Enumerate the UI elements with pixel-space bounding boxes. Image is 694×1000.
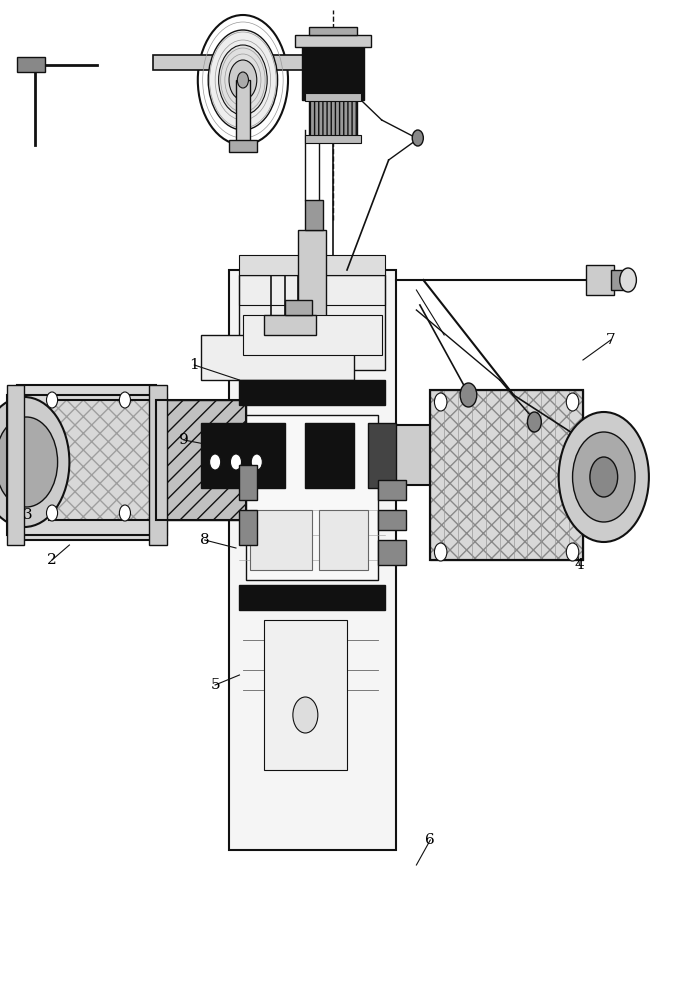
Circle shape: [590, 457, 618, 497]
Circle shape: [527, 412, 541, 432]
Bar: [264, 620, 347, 770]
Bar: [7, 385, 24, 545]
Bar: [298, 230, 326, 320]
Bar: [149, 385, 167, 545]
Bar: [49, 400, 160, 520]
Bar: [430, 390, 583, 560]
Circle shape: [210, 454, 221, 470]
Bar: [305, 135, 361, 143]
Bar: [430, 390, 583, 560]
Text: 3: 3: [23, 508, 33, 522]
Circle shape: [566, 543, 579, 561]
Bar: [239, 380, 385, 405]
Bar: [295, 35, 371, 47]
Bar: [236, 80, 250, 145]
Bar: [586, 265, 614, 295]
Circle shape: [229, 60, 257, 100]
Text: 5: 5: [210, 678, 220, 692]
Bar: [239, 465, 257, 500]
Bar: [239, 270, 385, 305]
Bar: [319, 510, 368, 570]
Circle shape: [219, 45, 267, 115]
Bar: [156, 400, 246, 520]
Circle shape: [208, 30, 278, 130]
Bar: [302, 45, 364, 100]
Bar: [17, 385, 156, 540]
Bar: [49, 400, 160, 520]
Text: 8: 8: [200, 533, 210, 547]
Bar: [368, 423, 396, 488]
Bar: [239, 585, 385, 610]
Bar: [378, 510, 406, 530]
Bar: [243, 315, 382, 355]
Bar: [430, 390, 583, 560]
Bar: [156, 400, 246, 520]
Circle shape: [620, 268, 636, 292]
Bar: [250, 510, 312, 570]
Bar: [201, 335, 354, 380]
Circle shape: [460, 383, 477, 407]
Bar: [7, 395, 167, 535]
Circle shape: [198, 15, 288, 145]
Circle shape: [119, 392, 130, 408]
Circle shape: [293, 697, 318, 733]
Circle shape: [559, 412, 649, 542]
Circle shape: [434, 543, 447, 561]
Bar: [239, 255, 385, 275]
Bar: [201, 423, 285, 488]
Bar: [378, 540, 406, 565]
Bar: [378, 480, 406, 500]
Bar: [49, 425, 576, 485]
Circle shape: [251, 454, 262, 470]
Bar: [153, 55, 326, 70]
Circle shape: [46, 392, 58, 408]
Text: 9: 9: [179, 433, 189, 447]
Circle shape: [412, 130, 423, 146]
Bar: [309, 100, 357, 140]
Text: 6: 6: [425, 833, 435, 847]
Bar: [305, 423, 354, 488]
Text: 1: 1: [189, 358, 199, 372]
Text: 4: 4: [575, 558, 584, 572]
Bar: [49, 400, 149, 520]
Circle shape: [46, 505, 58, 521]
Bar: [305, 200, 323, 230]
Bar: [611, 270, 628, 290]
Bar: [229, 140, 257, 152]
Circle shape: [237, 72, 248, 88]
Circle shape: [119, 505, 130, 521]
Bar: [264, 315, 316, 335]
Bar: [246, 415, 378, 580]
Bar: [285, 300, 312, 315]
Circle shape: [434, 393, 447, 411]
Circle shape: [0, 397, 69, 527]
Bar: [229, 270, 396, 850]
Text: 2: 2: [47, 553, 57, 567]
Circle shape: [566, 393, 579, 411]
Text: 7: 7: [606, 333, 616, 347]
Circle shape: [573, 432, 635, 522]
Circle shape: [230, 454, 242, 470]
Circle shape: [0, 417, 58, 507]
Bar: [17, 57, 45, 72]
Bar: [305, 93, 361, 101]
Bar: [309, 27, 357, 35]
Bar: [239, 275, 385, 370]
Bar: [239, 510, 257, 545]
